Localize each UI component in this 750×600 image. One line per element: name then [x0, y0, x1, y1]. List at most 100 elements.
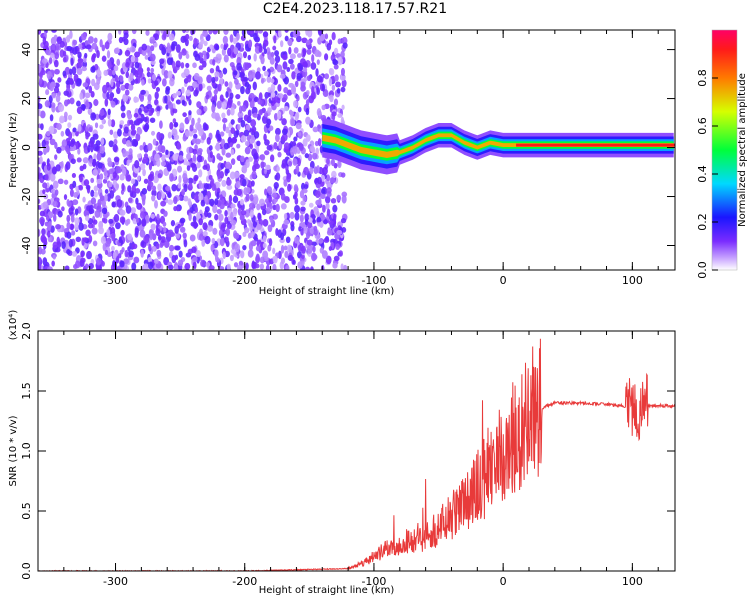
noise-speckle	[251, 261, 256, 269]
noise-speckle	[294, 212, 300, 221]
noise-speckle	[120, 104, 126, 112]
noise-speckle	[254, 71, 261, 80]
noise-speckle	[287, 183, 292, 192]
noise-speckle	[134, 78, 139, 84]
noise-speckle	[336, 229, 343, 235]
noise-speckle	[101, 55, 107, 62]
noise-speckle	[326, 157, 330, 165]
noise-speckle	[66, 34, 71, 43]
noise-speckle	[264, 188, 268, 196]
noise-speckle	[141, 48, 147, 56]
noise-speckle	[157, 235, 162, 241]
noise-speckle	[242, 178, 247, 187]
noise-speckle	[273, 35, 277, 44]
noise-speckle	[118, 30, 122, 35]
noise-speckle	[217, 83, 222, 92]
bottom-x-tick-label: -200	[232, 575, 257, 588]
noise-speckle	[99, 192, 103, 200]
noise-speckle	[82, 163, 87, 170]
noise-speckle	[109, 129, 114, 135]
noise-speckle	[185, 33, 190, 40]
noise-speckle	[330, 158, 335, 167]
noise-speckle	[185, 89, 191, 97]
noise-speckle	[48, 95, 53, 104]
noise-speckle	[151, 189, 157, 197]
noise-speckle	[296, 72, 302, 80]
noise-speckle	[237, 264, 243, 270]
noise-speckle	[176, 142, 182, 150]
noise-speckle	[59, 115, 65, 124]
noise-speckle	[151, 74, 157, 82]
noise-speckle	[202, 30, 209, 38]
noise-speckle	[189, 234, 196, 242]
noise-speckle	[38, 256, 42, 263]
noise-speckle	[219, 237, 225, 247]
noise-speckle	[118, 236, 122, 244]
noise-speckle	[123, 258, 130, 265]
noise-speckle	[283, 86, 289, 94]
noise-speckle	[150, 213, 155, 219]
noise-speckle	[317, 176, 322, 185]
noise-speckle	[266, 144, 273, 151]
noise-speckle	[116, 87, 121, 95]
noise-speckle	[38, 150, 43, 156]
noise-speckle	[244, 209, 250, 218]
noise-speckle	[284, 30, 289, 33]
noise-speckle	[316, 216, 322, 223]
noise-speckle	[316, 87, 320, 96]
noise-speckle	[41, 58, 48, 64]
noise-speckle	[141, 43, 148, 51]
noise-speckle	[282, 94, 288, 101]
noise-speckle	[224, 209, 228, 217]
noise-speckle	[38, 246, 43, 255]
noise-speckle	[56, 236, 61, 246]
noise-speckle	[202, 165, 208, 170]
noise-speckle	[281, 162, 286, 169]
noise-speckle	[332, 204, 338, 213]
noise-speckle	[318, 238, 324, 244]
noise-speckle	[85, 126, 89, 132]
noise-speckle	[131, 184, 137, 193]
noise-speckle	[80, 251, 84, 258]
colorbar-tick-label: 0.2	[696, 213, 709, 231]
noise-speckle	[80, 33, 87, 41]
noise-speckle	[130, 55, 136, 63]
noise-speckle	[96, 69, 102, 78]
noise-speckle	[203, 105, 208, 112]
noise-speckle	[197, 147, 203, 154]
noise-speckle	[331, 170, 337, 179]
noise-speckle	[201, 238, 206, 247]
noise-speckle	[226, 222, 232, 230]
noise-speckle	[143, 116, 148, 122]
noise-speckle	[288, 82, 294, 88]
noise-speckle	[135, 118, 141, 126]
noise-speckle	[106, 50, 111, 59]
noise-speckle	[305, 39, 311, 46]
noise-speckle	[253, 159, 259, 168]
snr-panel: -300 -200 -100 0 100 0.0 0.5 1.0 1.5 2.0 Height …	[8, 310, 676, 596]
noise-speckle	[94, 122, 99, 129]
noise-speckle	[107, 108, 111, 116]
noise-speckle	[53, 213, 57, 222]
bottom-y-tick-label: 1.5	[20, 382, 33, 400]
noise-speckle	[125, 71, 130, 79]
noise-speckle	[57, 178, 64, 185]
noise-speckle	[52, 200, 58, 208]
noise-speckle	[70, 57, 74, 66]
noise-speckle	[152, 175, 159, 184]
noise-speckle	[227, 47, 232, 57]
noise-speckle	[185, 62, 190, 68]
noise-speckle	[128, 84, 134, 91]
noise-speckle	[91, 159, 97, 168]
noise-speckle	[64, 99, 69, 107]
noise-speckle	[272, 255, 278, 264]
noise-speckle	[43, 146, 48, 155]
noise-speckle	[197, 192, 204, 201]
noise-speckle	[207, 225, 213, 232]
noise-speckle	[326, 187, 332, 194]
noise-speckle	[216, 191, 220, 200]
top-x-tick-label: -200	[232, 274, 257, 287]
noise-speckle	[297, 157, 301, 167]
noise-speckle	[137, 153, 142, 159]
noise-speckle	[217, 171, 222, 180]
